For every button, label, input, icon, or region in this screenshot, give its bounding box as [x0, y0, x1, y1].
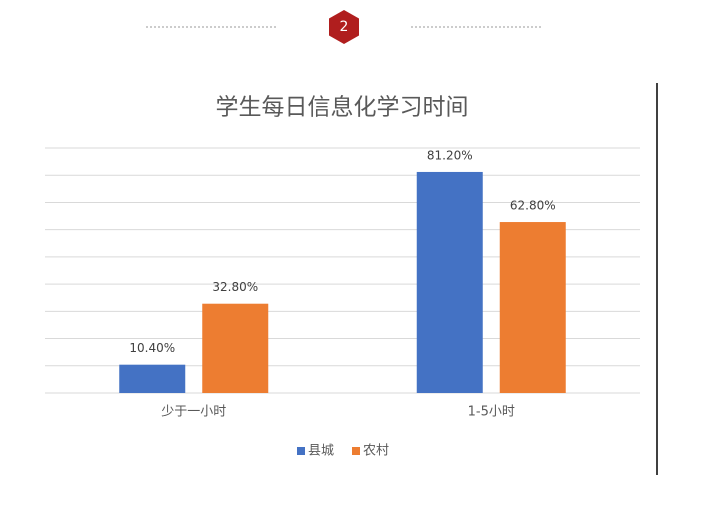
chart-title: 学生每日信息化学习时间 — [216, 95, 469, 121]
legend-label: 县城 — [308, 444, 334, 459]
badge-number: 2 — [340, 19, 349, 35]
bar — [202, 303, 269, 393]
badge-hexagon — [329, 10, 359, 44]
legend-swatch — [352, 447, 360, 455]
value-label: 32.80% — [212, 280, 258, 294]
bar — [119, 364, 186, 393]
value-label: 81.20% — [427, 148, 473, 162]
x-tick-label: 1-5小时 — [468, 405, 515, 420]
value-label: 10.40% — [129, 341, 175, 355]
x-tick-label: 少于一小时 — [161, 405, 226, 420]
value-label: 62.80% — [510, 199, 556, 213]
bar — [416, 171, 483, 393]
legend-swatch — [297, 447, 305, 455]
bar — [499, 222, 566, 393]
legend-label: 农村 — [363, 444, 389, 459]
